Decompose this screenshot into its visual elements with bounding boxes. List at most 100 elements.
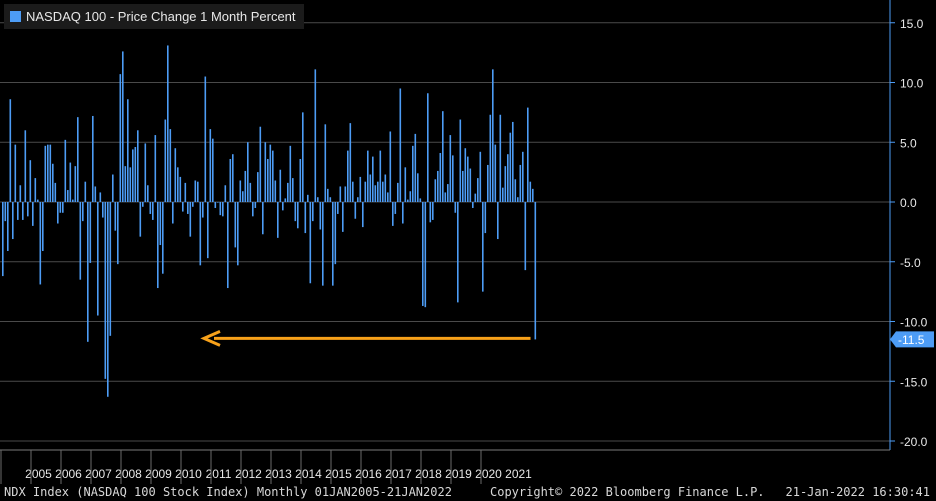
bar: [187, 202, 189, 214]
bar: [407, 199, 409, 202]
bar: [512, 121, 514, 202]
bar: [384, 174, 387, 202]
bar: [7, 202, 9, 251]
bar: [124, 166, 127, 202]
bar: [367, 150, 369, 202]
bar: [99, 192, 102, 202]
legend-label: NASDAQ 100 - Price Change 1 Month Percen…: [26, 9, 296, 24]
bar: [222, 202, 224, 217]
bar: [82, 202, 84, 222]
bar: [337, 202, 339, 214]
bar: [164, 119, 167, 202]
bar: [272, 150, 274, 202]
bar: [227, 202, 229, 289]
bar: [14, 144, 17, 202]
bar: [219, 202, 222, 216]
bar: [52, 163, 54, 202]
bar: [434, 179, 437, 202]
bar: [532, 188, 534, 202]
bar: [2, 202, 4, 277]
bar: [319, 202, 322, 230]
bar: [162, 202, 164, 274]
bar: [277, 202, 279, 238]
bar: [379, 150, 382, 202]
bar: [177, 167, 179, 202]
bar: [127, 99, 129, 202]
bar: [309, 202, 312, 284]
bar: [399, 88, 402, 202]
bar: [494, 144, 497, 202]
bar: [74, 166, 77, 202]
x-tick-label: 2017: [385, 467, 412, 481]
bar: [194, 180, 197, 202]
bar: [364, 181, 367, 202]
bar: [332, 202, 334, 286]
bar: [342, 202, 344, 232]
x-tick-label: 2016: [355, 467, 382, 481]
bar: [359, 176, 362, 202]
bar: [347, 150, 349, 202]
x-tick-label: 2019: [445, 467, 472, 481]
bar: [452, 155, 454, 202]
bar: [209, 129, 212, 202]
bar: [467, 156, 469, 202]
bar: [152, 202, 154, 220]
bar: [174, 148, 177, 202]
bar: [129, 167, 132, 202]
bar: [199, 202, 202, 266]
bar: [254, 202, 257, 208]
x-tick-label: 2007: [85, 467, 112, 481]
footer-copyright: Copyright© 2022 Bloomberg Finance L.P.: [490, 485, 765, 499]
bar: [54, 182, 57, 202]
bar: [297, 202, 299, 229]
bar: [42, 202, 44, 251]
bar: [469, 168, 472, 202]
bar: [154, 135, 157, 202]
bar: [67, 190, 69, 202]
bar: [92, 115, 94, 202]
bar: [404, 167, 407, 202]
bar: [289, 145, 292, 202]
x-tick-label: 2013: [265, 467, 292, 481]
bar: [417, 173, 419, 202]
y-tick-label: -15.0: [900, 375, 928, 389]
bar: [202, 202, 204, 218]
bar: [534, 202, 537, 340]
bar: [427, 93, 429, 202]
bar: [414, 133, 417, 202]
bar: [239, 180, 242, 202]
bar: [192, 202, 194, 207]
bar: [182, 202, 184, 212]
bar: [444, 192, 447, 202]
bar: [274, 180, 277, 202]
x-tick-label: 2008: [115, 467, 142, 481]
bar: [492, 69, 494, 202]
x-tick-label: 2014: [295, 467, 322, 481]
bar: [522, 151, 524, 202]
bar: [354, 202, 357, 219]
legend-swatch: [10, 11, 21, 22]
bar: [232, 154, 234, 202]
footer-timestamp: 21-Jan-2022 16:30:41: [785, 485, 931, 499]
bar: [304, 202, 307, 234]
bar: [169, 129, 172, 202]
bar: [372, 156, 374, 202]
bar: [12, 202, 14, 240]
bar: [514, 179, 517, 202]
bar: [464, 148, 467, 202]
bar: [507, 154, 509, 202]
bar: [189, 202, 192, 237]
bar: [229, 158, 232, 202]
bar: [509, 132, 512, 202]
bar: [119, 74, 122, 202]
bar: [307, 194, 309, 202]
bar: [22, 202, 24, 220]
bar: [72, 199, 74, 202]
bar: [9, 99, 12, 202]
y-tick-label: 15.0: [900, 17, 924, 31]
bar: [474, 193, 477, 202]
bar: [442, 111, 444, 202]
bar: [217, 202, 219, 203]
bar: [97, 202, 99, 316]
